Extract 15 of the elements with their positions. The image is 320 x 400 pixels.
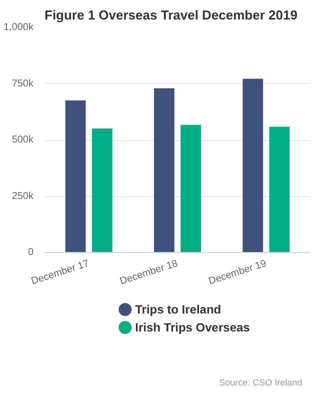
bar [65,100,86,252]
bar [154,88,174,252]
legend-label: Irish Trips Overseas [135,320,250,334]
bar [92,128,112,252]
y-tick-label: 250k [12,190,34,202]
y-tick-label: 750k [12,78,34,90]
source-note: Source: CSO Ireland [219,378,302,388]
bar [242,78,264,252]
bar [269,126,290,252]
y-tick-label: 1,000k [3,22,34,33]
y-tick-label: 0 [28,247,34,258]
legend-label: Trips to Ireland [135,302,222,316]
bar [180,124,201,252]
y-tick-label: 500k [12,134,34,146]
chart-title: Figure 1 Overseas Travel December 2019 [44,8,298,22]
